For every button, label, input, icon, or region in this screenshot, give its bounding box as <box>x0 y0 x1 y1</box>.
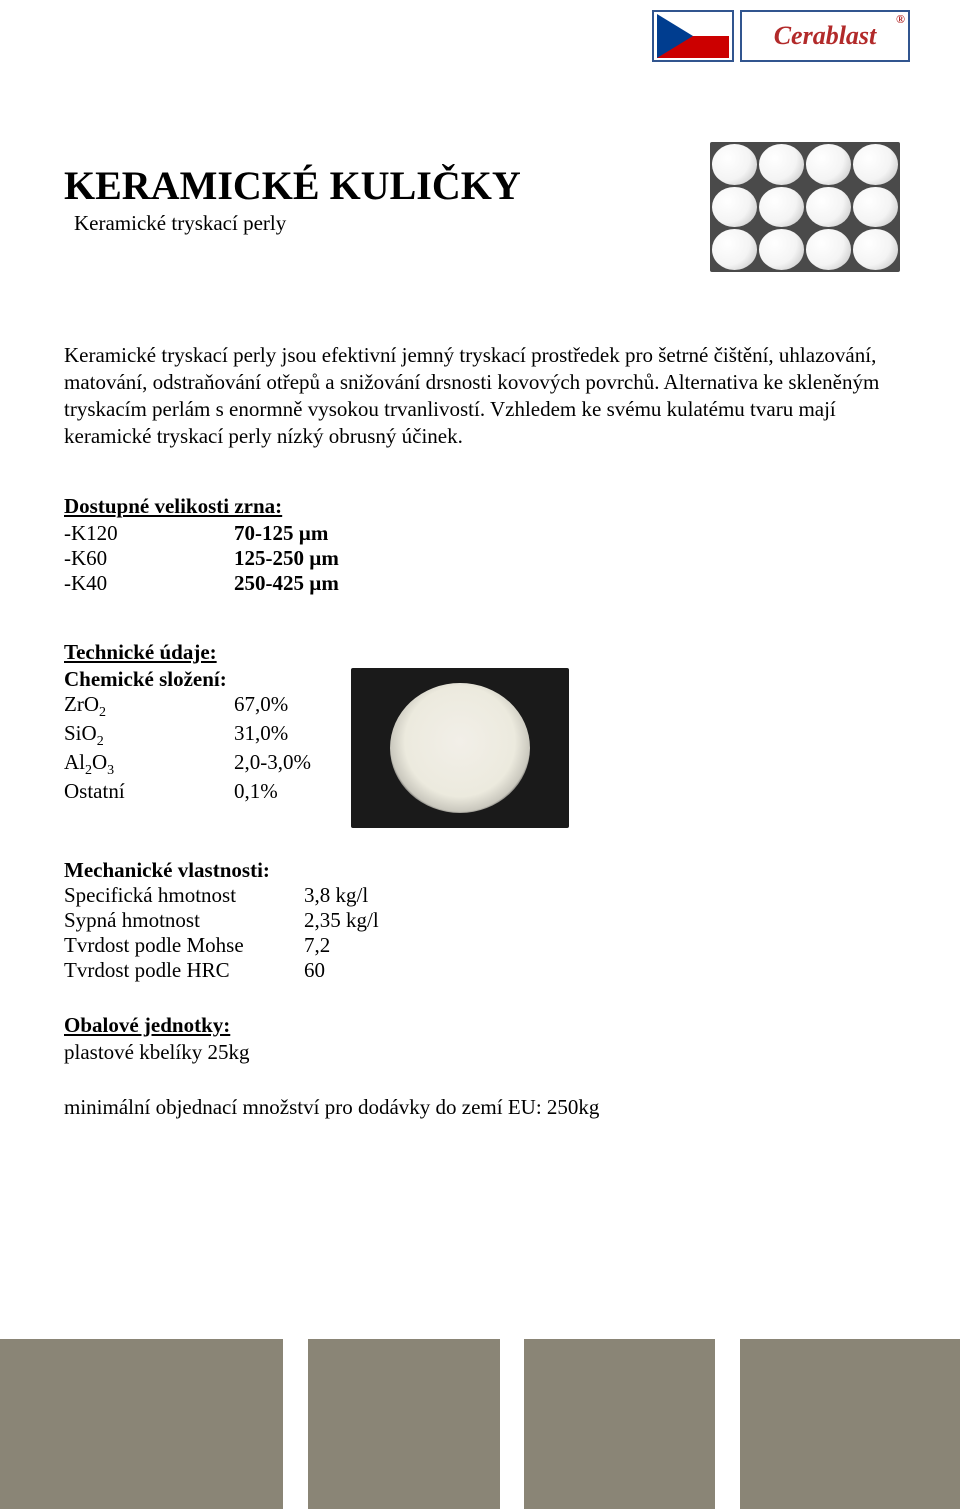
chemical-label: Ostatní <box>64 779 234 804</box>
mechanical-value: 3,8 kg/l <box>304 883 368 908</box>
sample-photo <box>351 668 569 828</box>
grain-size-range: 70-125 µm <box>234 521 328 546</box>
flag-cz-icon <box>652 10 734 62</box>
footer-image-1 <box>0 1339 283 1509</box>
brand-logo: Cerablast ® <box>740 10 910 62</box>
technical-section: Technické údaje: Chemické složení: ZrO26… <box>64 640 311 805</box>
technical-heading: Technické údaje: <box>64 640 311 665</box>
mechanical-value: 2,35 kg/l <box>304 908 379 933</box>
chemical-value: 2,0-3,0% <box>234 750 311 779</box>
mechanical-row: Tvrdost podle Mohse7,2 <box>64 933 910 958</box>
mechanical-label: Tvrdost podle HRC <box>64 958 304 983</box>
grain-size-row: -K60125-250 µm <box>64 546 910 571</box>
brand-logo-text: Cerablast <box>774 21 877 51</box>
grain-size-code: -K120 <box>64 521 234 546</box>
chemical-label: SiO2 <box>64 721 234 750</box>
grain-size-code: -K40 <box>64 571 234 596</box>
packaging-section: Obalové jednotky: plastové kbelíky 25kg <box>64 1013 910 1065</box>
mechanical-section: Mechanické vlastnosti: Specifická hmotno… <box>64 858 910 983</box>
grain-sizes-section: Dostupné velikosti zrna: -K12070-125 µm-… <box>64 494 910 596</box>
hero-image-ceramic-beads <box>710 142 900 272</box>
packaging-text: plastové kbelíky 25kg <box>64 1040 910 1065</box>
chemical-value: 31,0% <box>234 721 288 750</box>
grain-size-range: 125-250 µm <box>234 546 339 571</box>
mechanical-heading: Mechanické vlastnosti: <box>64 858 910 883</box>
chemical-row: SiO231,0% <box>64 721 311 750</box>
min-order-text: minimální objednací množství pro dodávky… <box>64 1095 910 1120</box>
chemical-row: ZrO267,0% <box>64 692 311 721</box>
mechanical-label: Specifická hmotnost <box>64 883 304 908</box>
grain-size-row: -K12070-125 µm <box>64 521 910 546</box>
grain-size-range: 250-425 µm <box>234 571 339 596</box>
mechanical-value: 60 <box>304 958 325 983</box>
page-title: KERAMICKÉ KULIČKY <box>64 162 521 209</box>
mechanical-label: Tvrdost podle Mohse <box>64 933 304 958</box>
packaging-heading: Obalové jednotky: <box>64 1013 910 1038</box>
header: Cerablast ® <box>64 10 910 62</box>
chemical-label: ZrO2 <box>64 692 234 721</box>
footer-image-2 <box>308 1339 500 1509</box>
chemical-value: 0,1% <box>234 779 278 804</box>
chemical-row: Al2O32,0-3,0% <box>64 750 311 779</box>
mechanical-row: Sypná hmotnost2,35 kg/l <box>64 908 910 933</box>
footer-image-4 <box>740 1339 960 1509</box>
footer-image-strip <box>0 1339 960 1509</box>
chemical-value: 67,0% <box>234 692 288 721</box>
mechanical-label: Sypná hmotnost <box>64 908 304 933</box>
grain-size-row: -K40250-425 µm <box>64 571 910 596</box>
footer-image-3 <box>524 1339 715 1509</box>
page-subtitle: Keramické tryskací perly <box>74 211 521 236</box>
description-paragraph: Keramické tryskací perly jsou efektivní … <box>64 342 894 450</box>
mechanical-value: 7,2 <box>304 933 330 958</box>
mechanical-row: Tvrdost podle HRC60 <box>64 958 910 983</box>
grain-sizes-heading: Dostupné velikosti zrna: <box>64 494 910 519</box>
mechanical-row: Specifická hmotnost3,8 kg/l <box>64 883 910 908</box>
brand-logo-reg: ® <box>896 12 905 27</box>
chemical-row: Ostatní0,1% <box>64 779 311 804</box>
chemical-label: Al2O3 <box>64 750 234 779</box>
grain-size-code: -K60 <box>64 546 234 571</box>
chemical-heading: Chemické složení: <box>64 667 311 692</box>
